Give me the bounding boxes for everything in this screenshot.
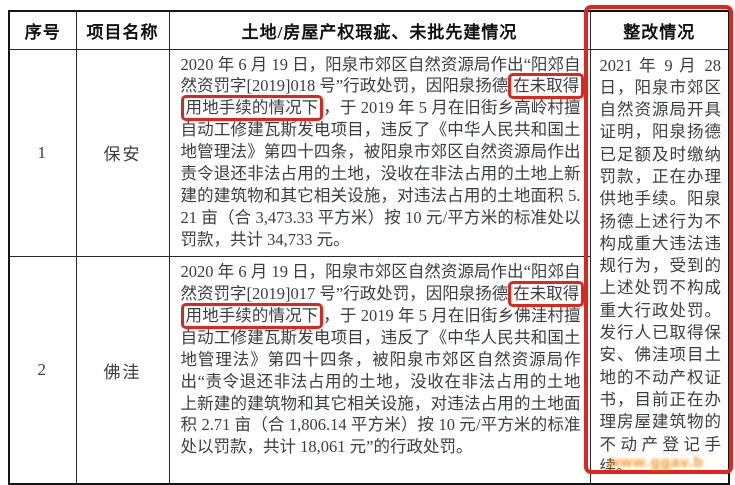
col-header-seq: 序号 <box>8 10 77 50</box>
col-header-rectification: 整改情况 <box>589 10 730 50</box>
seq-cell-1: 1 <box>8 48 77 258</box>
defect-text-after: ，于 2019 年 5 月在旧街乡佛洼村擅自动工修建瓦斯发电项目，违反了《中华人… <box>180 305 581 457</box>
defect-text-cell-fowa: 2020 年 6 月 19 日，阳泉市郊区自然资源局作出“阳郊自然资罚字[201… <box>168 256 591 485</box>
red-highlight-phrase: 在未取得用地手续的情况下 <box>180 280 585 329</box>
table-row: 2 佛洼 2020 年 6 月 19 日，阳泉市郊区自然资源局作出“阳郊自然资罚… <box>8 256 729 485</box>
defect-text-cell-baoan: 2020 年 6 月 19 日，阳泉市郊区自然资源局作出“阳郊自然资罚字[201… <box>168 48 591 258</box>
project-name-cell-fowa: 佛洼 <box>75 256 170 485</box>
watermark: www.ggav.b <box>608 454 704 471</box>
table-row: 1 保安 2020 年 6 月 19 日，阳泉市郊区自然资源局作出“阳郊自然资罚… <box>8 48 730 485</box>
col-header-defect-situation: 土地/房屋产权瑕疵、未批先建情况 <box>168 10 591 50</box>
rectification-cell: 2021 年 9 月 28 日，阳泉市郊区自然资源局开具证明，阳泉扬德已足额及时… <box>589 48 730 485</box>
project-name-cell-baoan: 保安 <box>75 48 170 258</box>
defect-text-before: 2020 年 6 月 19 日，阳泉市郊区自然资源局作出“阳郊自然资罚字[201… <box>180 262 581 303</box>
col-header-project-name: 项目名称 <box>75 10 170 50</box>
header-row: 序号 项目名称 土地/房屋产权瑕疵、未批先建情况 整改情况 <box>8 10 730 50</box>
land-property-defect-table: 序号 项目名称 土地/房屋产权瑕疵、未批先建情况 整改情况 1 保安 2020 … <box>8 10 730 485</box>
seq-cell-2: 2 <box>8 256 77 485</box>
defect-text-after: ，于 2019 年 5 月在旧街乡高岭村擅自动工修建瓦斯发电项目，违反了《中华人… <box>180 98 581 249</box>
red-highlight-phrase: 在未取得用地手续的情况下 <box>180 73 585 122</box>
defect-text-before: 2020 年 6 月 19 日，阳泉市郊区自然资源局作出“阳郊自然资罚字[201… <box>180 54 581 96</box>
